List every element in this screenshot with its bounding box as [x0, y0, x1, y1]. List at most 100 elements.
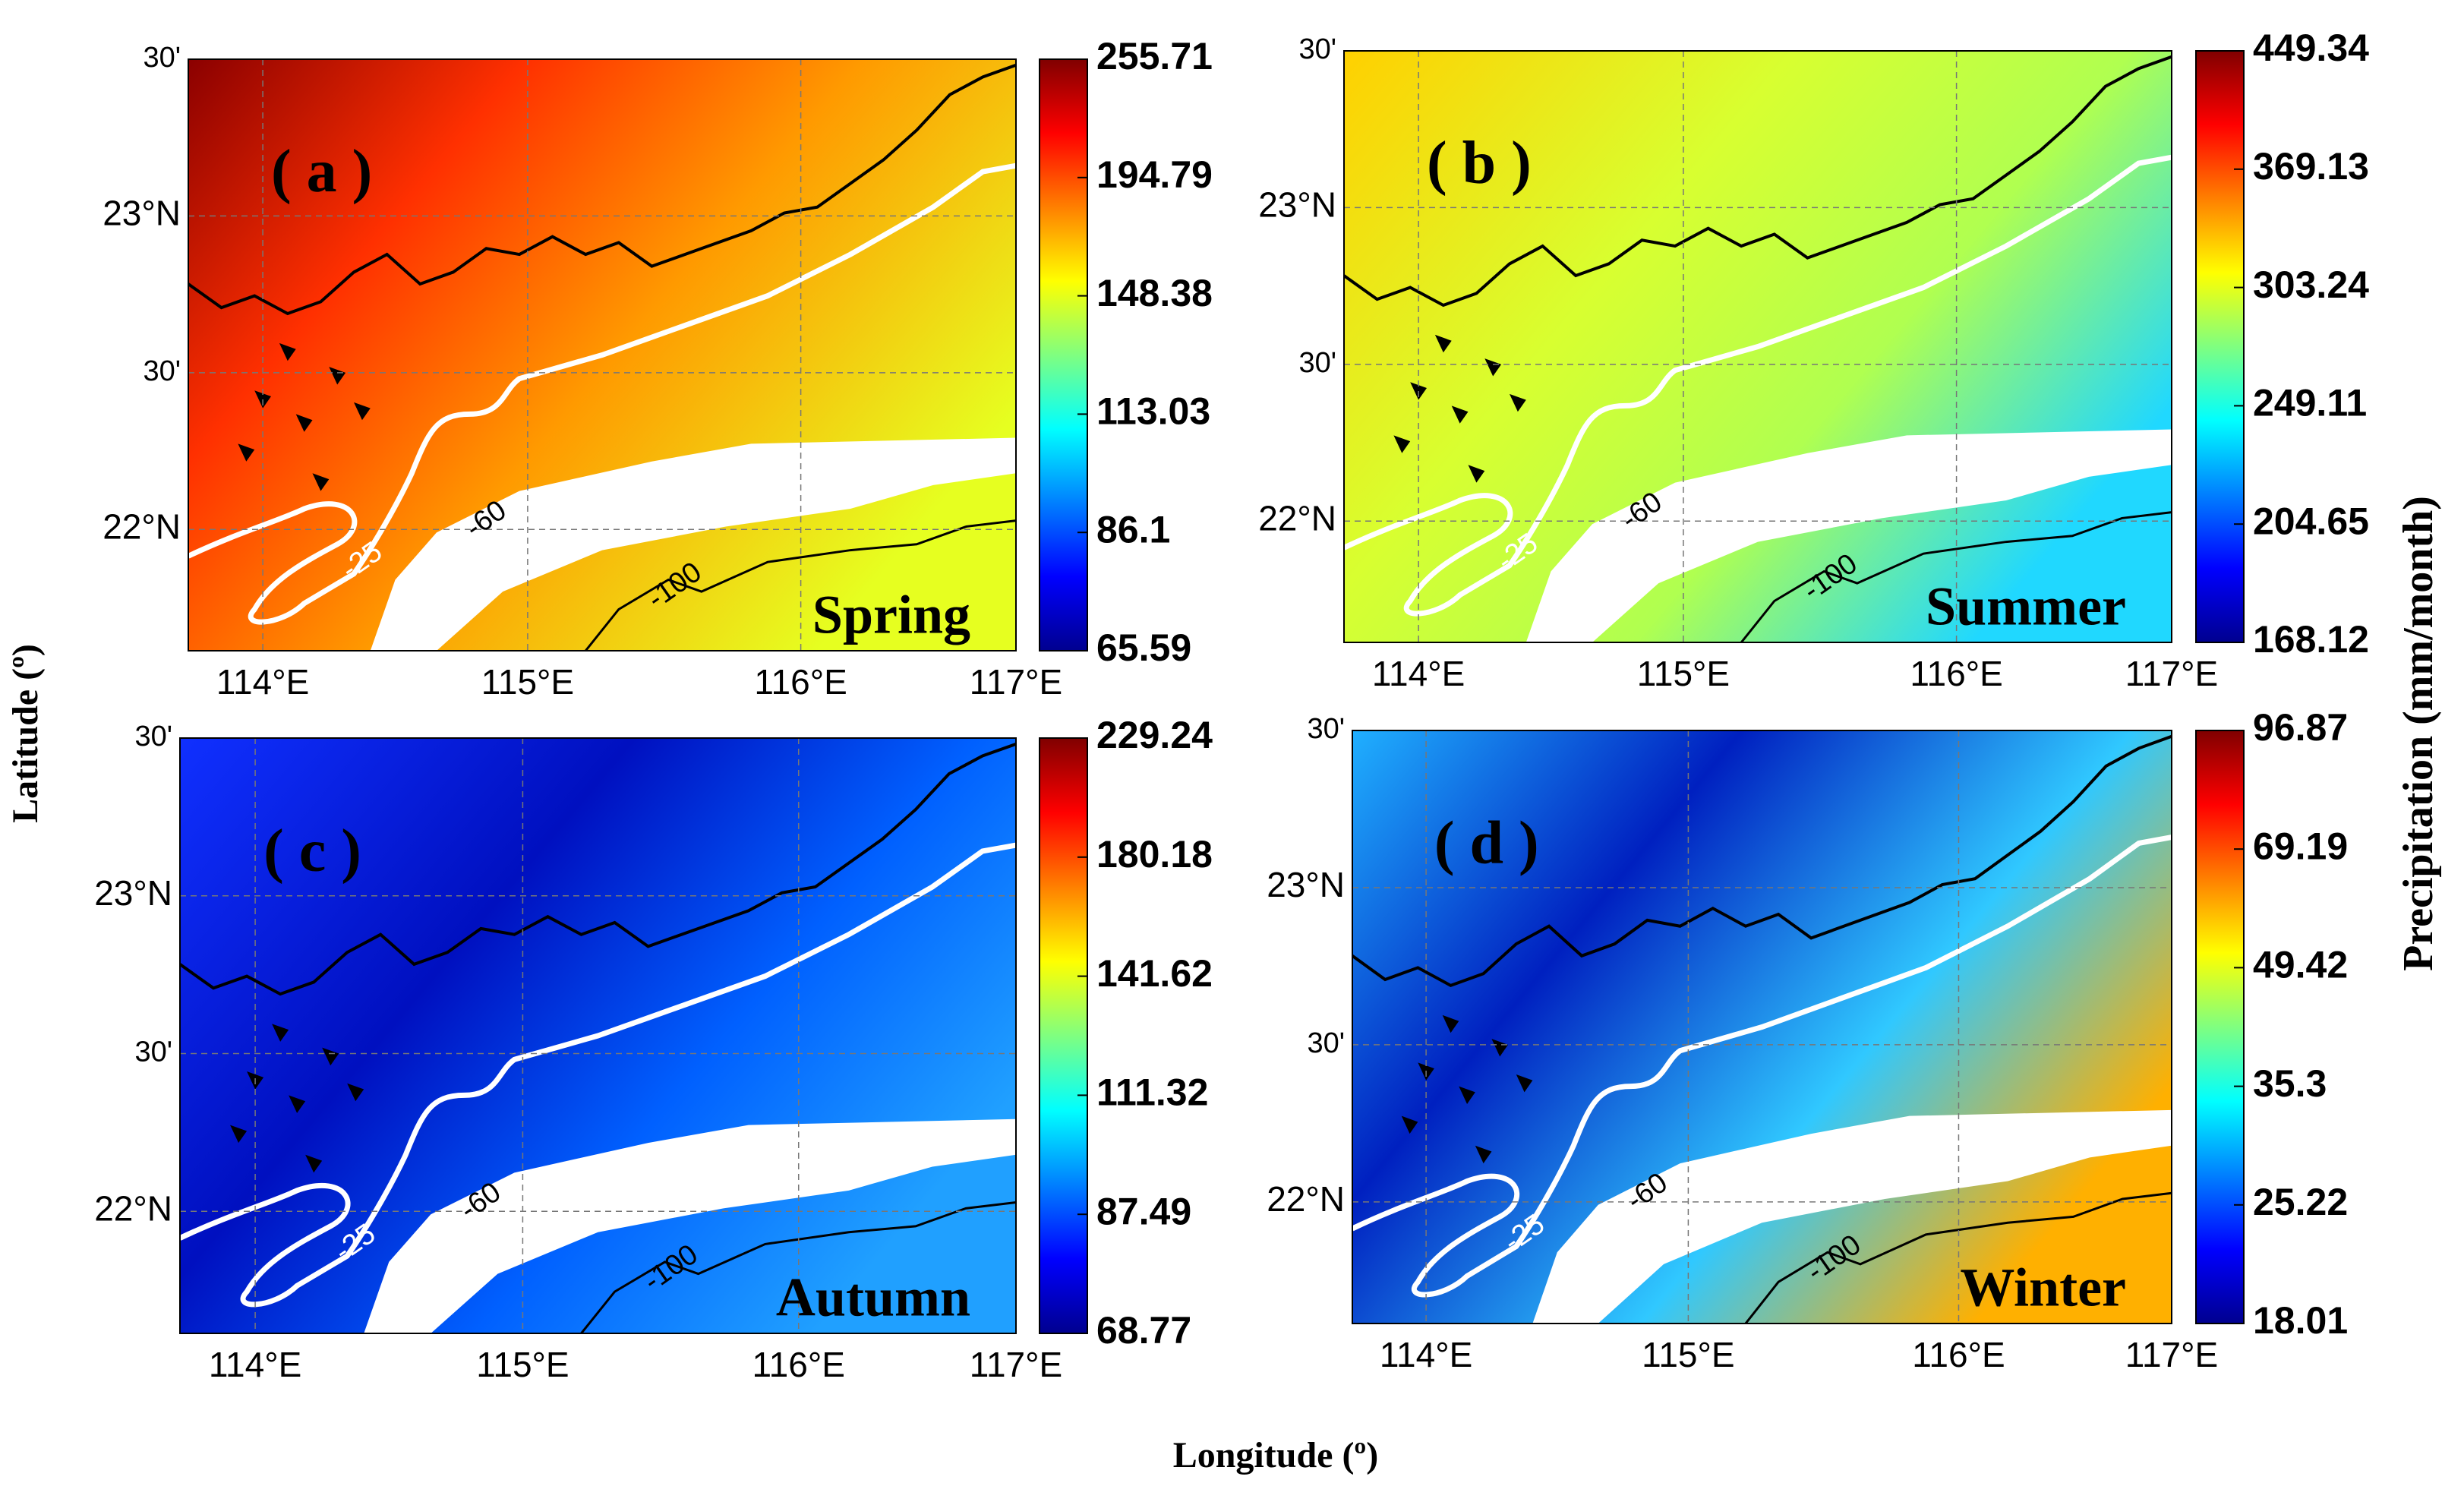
season-label: Summer	[1926, 576, 2126, 637]
panel-label: ( c )	[263, 818, 361, 885]
coastline	[180, 744, 1016, 994]
y-tick-label: 30'	[134, 721, 172, 752]
colorbar-label: Precipitation (mm/month)	[2395, 496, 2442, 971]
x-tick-label: 117°E	[970, 1345, 1062, 1384]
y-tick-label: 30'	[1298, 33, 1336, 65]
islands	[1393, 334, 1526, 483]
map-field	[188, 59, 1016, 651]
islands	[230, 1024, 364, 1173]
x-tick-label: 114°E	[1380, 1335, 1472, 1374]
contour-25	[1352, 838, 2172, 1295]
x-tick-label: 114°E	[216, 662, 309, 702]
y-tick-label: 22°N	[94, 1188, 172, 1228]
x-tick-label: 115°E	[476, 1345, 569, 1384]
map-frame	[1343, 50, 2172, 643]
no-data-area	[1525, 429, 2172, 642]
colorbar-tick-label: 113.03	[1096, 390, 1210, 433]
colorbar-tick-label: 194.79	[1096, 153, 1213, 196]
x-tick-label: 117°E	[2125, 654, 2218, 693]
y-tick-label: 30'	[143, 355, 181, 387]
colorbar-tick-label: 204.65	[2253, 500, 2369, 542]
coastline	[1344, 57, 2172, 305]
coastline	[1352, 737, 2172, 986]
map-frame	[1352, 730, 2172, 1324]
no-data-area	[1532, 1109, 2172, 1324]
colorbar	[1039, 737, 1088, 1334]
y-tick-label: 23°N	[1267, 865, 1345, 904]
colorbar-tick-label: 255.71	[1096, 35, 1213, 77]
y-tick-label: 22°N	[1258, 498, 1336, 538]
map-field	[1344, 51, 2172, 642]
y-tick-label: 22°N	[103, 506, 181, 546]
x-tick-label: 115°E	[1642, 1335, 1734, 1374]
x-tick-label: 117°E	[970, 662, 1062, 702]
colorbar-tick-label: 249.11	[2253, 382, 2367, 424]
contour-100	[585, 521, 1016, 651]
colorbar-tick-label: 449.34	[2253, 27, 2369, 69]
map-field	[1352, 730, 2172, 1324]
colorbar-tick-label: 148.38	[1096, 272, 1213, 314]
no-data-area	[364, 1118, 1016, 1333]
y-tick-label: 23°N	[94, 873, 172, 913]
season-label: Spring	[812, 585, 970, 645]
colorbar-tick-label: 86.1	[1096, 508, 1170, 551]
x-tick-label: 115°E	[1637, 654, 1730, 693]
x-tick-label: 115°E	[481, 662, 574, 702]
x-tick-label: 117°E	[2125, 1335, 2218, 1374]
x-tick-label: 114°E	[1372, 654, 1465, 693]
y-tick-label: 30'	[134, 1036, 172, 1068]
panel-label: ( a )	[271, 138, 372, 205]
contour-25	[188, 166, 1016, 622]
y-tick-label: 22°N	[1267, 1179, 1345, 1219]
colorbar-tick-label: 229.24	[1096, 714, 1213, 756]
y-axis-label: Latitude (º)	[5, 644, 46, 823]
colorbar-tick-label: 87.49	[1096, 1190, 1191, 1232]
colorbar-tick-label: 49.42	[2253, 944, 2348, 986]
colorbar	[2195, 730, 2245, 1324]
colorbar-tick-label: 18.01	[2253, 1299, 2348, 1342]
colorbar-tick-label: 141.62	[1096, 952, 1213, 995]
y-tick-label: 30'	[1307, 1027, 1345, 1059]
x-tick-label: 116°E	[1912, 1335, 2005, 1374]
contour-25	[180, 845, 1016, 1305]
map-field	[180, 738, 1016, 1333]
y-tick-label: 23°N	[1258, 185, 1336, 225]
panel-label: ( b )	[1427, 130, 1532, 197]
colorbar-tick-label: 111.32	[1096, 1071, 1208, 1114]
x-tick-label: 114°E	[209, 1345, 301, 1384]
y-tick-label: 23°N	[103, 194, 181, 233]
colorbar-tick-label: 35.3	[2253, 1062, 2327, 1105]
map-frame	[188, 58, 1017, 652]
colorbar-tick-label: 303.24	[2253, 263, 2369, 306]
y-tick-label: 30'	[143, 42, 181, 74]
map-frame	[179, 737, 1017, 1334]
y-tick-label: 30'	[1298, 347, 1336, 379]
colorbar-tick-label: 168.12	[2253, 618, 2369, 661]
colorbar-tick-label: 69.19	[2253, 825, 2348, 867]
colorbar	[2195, 50, 2245, 643]
islands	[238, 342, 371, 491]
colorbar-tick-label: 369.13	[2253, 145, 2369, 188]
x-tick-label: 116°E	[754, 662, 847, 702]
coastline	[188, 65, 1016, 314]
colorbar-tick-label: 68.77	[1096, 1309, 1191, 1352]
colorbar-tick-label: 180.18	[1096, 833, 1213, 876]
contour-100	[581, 1203, 1016, 1333]
contour-25	[1344, 157, 2172, 614]
colorbar-tick-label: 25.22	[2253, 1181, 2348, 1223]
colorbar	[1039, 58, 1088, 652]
x-tick-label: 116°E	[752, 1345, 845, 1384]
panel-label: ( d )	[1434, 810, 1539, 877]
x-tick-label: 116°E	[1910, 654, 2002, 693]
season-label: Winter	[1960, 1257, 2126, 1318]
x-axis-label: Longitude (º)	[1173, 1435, 1379, 1475]
y-tick-label: 30'	[1307, 713, 1345, 745]
contour-100	[1741, 513, 2172, 642]
season-label: Autumn	[776, 1267, 970, 1328]
contour-100	[1746, 1193, 2172, 1324]
